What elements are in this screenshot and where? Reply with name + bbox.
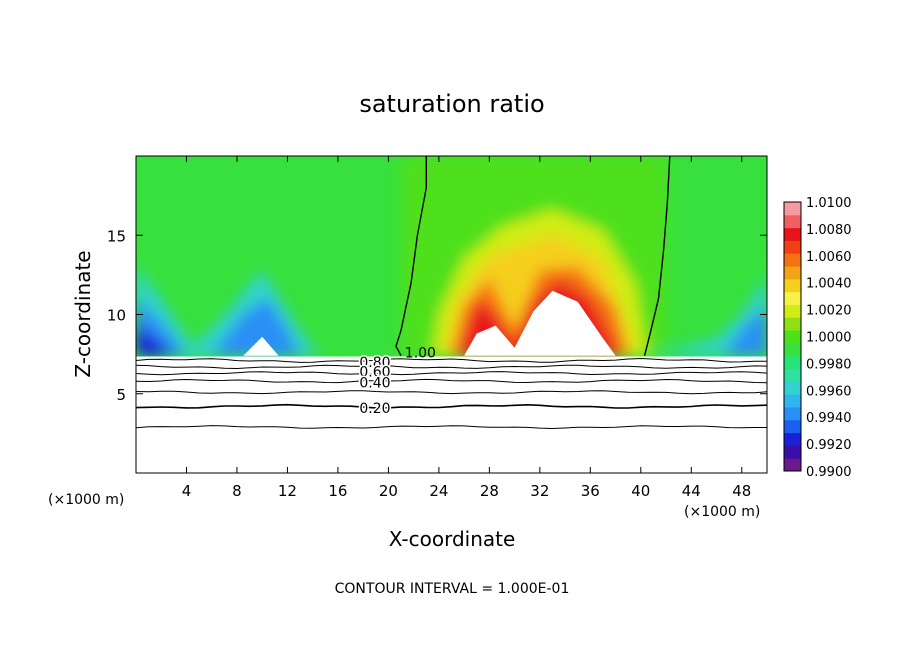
colorbar-swatch [784, 278, 801, 293]
contour-lower-3 [136, 378, 767, 384]
colorbar-swatch [784, 214, 801, 229]
contour-label-2: 0.60 [359, 365, 390, 381]
colorbar-label: 1.0100 [806, 196, 852, 211]
chart-title: saturation ratio [359, 90, 544, 118]
colorbar-swatch [784, 394, 801, 408]
contour-1p00-right [643, 156, 671, 356]
x-tick-label: 4 [182, 482, 192, 500]
contour-lower-1 [136, 364, 767, 370]
colorbar: 0.9900 0.9920 0.9940 0.9960 0.9980 1.0000 1.00… [783, 196, 852, 480]
colorbar-label: 1.0040 [806, 277, 852, 292]
colorbar-label: 0.9960 [806, 384, 852, 399]
colorbar-swatch [784, 227, 801, 241]
x-tick-label: 12 [278, 482, 297, 500]
colorbar-label: 1.0000 [806, 331, 852, 346]
colorbar-swatch [784, 240, 801, 254]
y-axis: 5 10 15 [107, 227, 767, 404]
x-tick-label: 8 [232, 482, 242, 500]
contour-label-3: 0.40 [359, 376, 390, 392]
x-tick-label: 48 [732, 482, 751, 500]
colorbar-label: 1.0080 [806, 223, 852, 238]
contour-interval-note: CONTOUR INTERVAL = 1.000E-01 [335, 581, 570, 597]
x-tick-label: 32 [530, 482, 549, 500]
y-tick-label: 10 [107, 307, 126, 325]
contour-label-4: 0.20 [359, 401, 390, 417]
colorbar-label: 0.9940 [806, 411, 852, 426]
contour-1p00-left [395, 156, 427, 357]
contour-label-1: 0.80 [359, 355, 390, 371]
region-left-blue-2 [211, 298, 301, 356]
y-tick-label: 15 [107, 227, 126, 245]
colorbar-swatch [784, 304, 801, 318]
region-right-blue [722, 306, 767, 356]
y-tick-label: 5 [116, 386, 126, 404]
colorbar-label: 1.0020 [806, 304, 852, 319]
lower-layer [136, 356, 767, 473]
contour-label-0: 1.00 [405, 346, 436, 362]
colorbar-swatch [784, 202, 801, 216]
x-axis: 4 8 12 16 20 24 28 32 36 40 44 48 [182, 156, 751, 500]
contour-lower-4 [136, 390, 767, 395]
colorbar-swatch [784, 291, 801, 305]
contour-lower-6 [136, 425, 767, 430]
x-tick-label: 44 [682, 482, 701, 500]
x-unit-right: (×1000 m) [684, 504, 760, 520]
colorbar-frame [783, 201, 802, 472]
colorbar-swatch [784, 445, 801, 459]
contour-lines [136, 156, 767, 430]
contour-labels: 1.00 0.800.600.40 0.20 [358, 346, 436, 419]
colorbar-swatch [784, 419, 801, 434]
colorbar-label: 0.9920 [806, 438, 852, 453]
colorbar-label: 0.9980 [806, 357, 852, 372]
colorbar-swatch [784, 406, 801, 421]
x-tick-label: 36 [581, 482, 600, 500]
x-axis-title: X-coordinate [389, 527, 516, 551]
x-tick-label: 16 [328, 482, 347, 500]
x-tick-label: 20 [379, 482, 398, 500]
colorbar-swatch [784, 266, 801, 280]
contour-lower-2 [136, 371, 767, 376]
y-axis-title: Z-coordinate [71, 250, 95, 377]
colorbar-swatch [784, 330, 801, 344]
colorbar-swatch [784, 381, 801, 395]
colorbar-label: 1.0060 [806, 250, 852, 265]
saturation-field [136, 156, 767, 473]
x-tick-label: 24 [429, 482, 448, 500]
colorbar-swatch [784, 342, 801, 357]
x-unit-left: (×1000 m) [48, 492, 124, 508]
colorbar-label: 0.9900 [806, 465, 852, 480]
region-left-dark [136, 322, 174, 356]
colorbar-swatch [784, 432, 801, 446]
colorbar-swatch [784, 355, 801, 370]
contour-lower-5 [136, 403, 767, 409]
contour-lower-0 [136, 357, 767, 363]
colorbar-swatch [784, 317, 801, 331]
x-tick-label: 40 [631, 482, 650, 500]
colorbar-swatch [784, 253, 801, 267]
region-white-core [464, 290, 616, 356]
x-tick-label: 28 [480, 482, 499, 500]
colorbar-swatch [784, 458, 801, 472]
plot-area [136, 156, 767, 473]
colorbar-swatch [784, 368, 801, 382]
region-white-left [243, 336, 279, 356]
